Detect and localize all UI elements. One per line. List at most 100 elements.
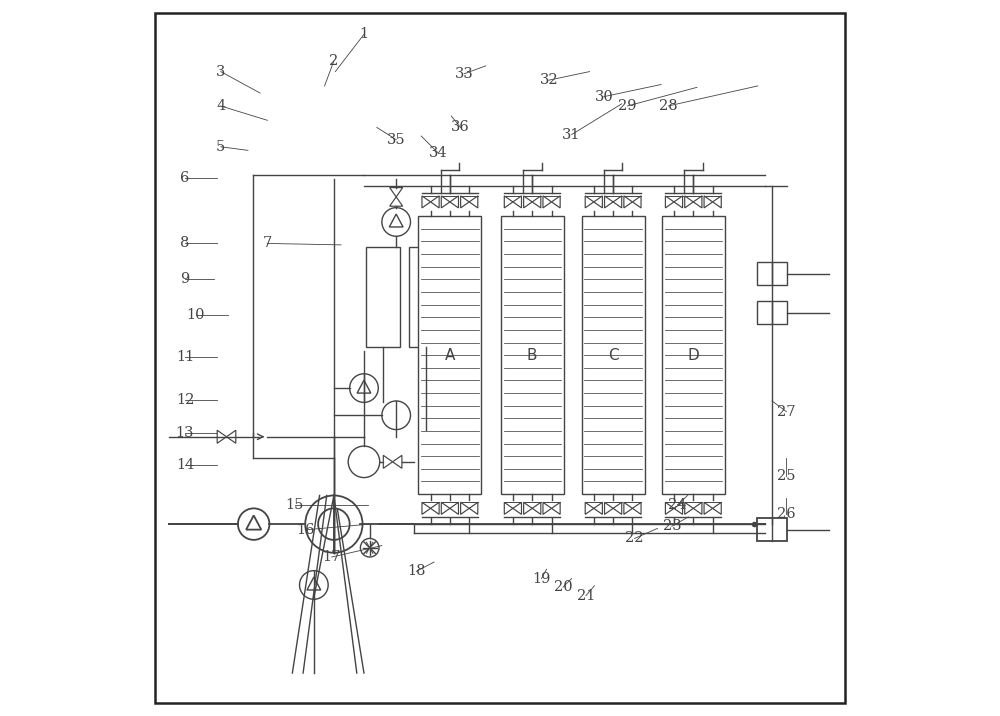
Text: 17: 17: [323, 550, 341, 564]
Polygon shape: [543, 196, 552, 208]
Bar: [662, 216, 725, 494]
Text: 1: 1: [359, 27, 369, 42]
Text: 32: 32: [539, 73, 558, 87]
Text: 12: 12: [176, 392, 194, 407]
Text: C: C: [608, 348, 618, 362]
Text: 14: 14: [176, 458, 194, 473]
Polygon shape: [713, 196, 721, 208]
Bar: [757, 518, 787, 541]
Polygon shape: [693, 503, 702, 514]
Text: 20: 20: [554, 580, 572, 594]
Text: 36: 36: [451, 120, 470, 135]
Polygon shape: [613, 196, 622, 208]
Polygon shape: [693, 196, 702, 208]
Circle shape: [348, 446, 380, 478]
Polygon shape: [441, 503, 450, 514]
Text: 19: 19: [532, 571, 551, 586]
Polygon shape: [665, 503, 674, 514]
Polygon shape: [504, 503, 513, 514]
Polygon shape: [469, 503, 478, 514]
Text: 11: 11: [176, 349, 194, 364]
Text: 9: 9: [180, 272, 190, 286]
Polygon shape: [217, 430, 226, 443]
Polygon shape: [532, 503, 541, 514]
Polygon shape: [461, 503, 469, 514]
Polygon shape: [552, 196, 560, 208]
Polygon shape: [513, 196, 521, 208]
Text: 3: 3: [216, 64, 225, 79]
Polygon shape: [390, 188, 403, 197]
Polygon shape: [441, 196, 450, 208]
Polygon shape: [552, 503, 560, 514]
Polygon shape: [524, 196, 532, 208]
Text: 23: 23: [663, 519, 681, 533]
Polygon shape: [632, 503, 641, 514]
Polygon shape: [704, 503, 713, 514]
Polygon shape: [585, 196, 594, 208]
Text: 15: 15: [285, 498, 304, 512]
Text: 34: 34: [428, 145, 447, 160]
Text: 26: 26: [777, 507, 796, 521]
Polygon shape: [624, 503, 632, 514]
Polygon shape: [594, 503, 602, 514]
Polygon shape: [469, 196, 478, 208]
Text: 13: 13: [176, 426, 194, 440]
Text: 7: 7: [263, 236, 272, 251]
Text: 2: 2: [329, 54, 339, 68]
Text: 5: 5: [216, 140, 225, 154]
Circle shape: [238, 508, 269, 540]
Polygon shape: [632, 196, 641, 208]
Polygon shape: [422, 196, 431, 208]
Polygon shape: [393, 455, 402, 468]
Circle shape: [305, 495, 363, 553]
Bar: [757, 301, 787, 324]
Text: 29: 29: [618, 99, 637, 113]
Text: 8: 8: [180, 236, 190, 251]
Polygon shape: [585, 503, 594, 514]
Polygon shape: [543, 503, 552, 514]
Text: 18: 18: [407, 564, 425, 579]
Polygon shape: [704, 196, 713, 208]
Text: 27: 27: [777, 405, 796, 419]
Bar: [409, 247, 443, 347]
Polygon shape: [624, 196, 632, 208]
Polygon shape: [422, 503, 431, 514]
Bar: [366, 247, 400, 347]
Polygon shape: [605, 503, 613, 514]
Polygon shape: [674, 196, 683, 208]
Bar: [582, 216, 645, 494]
Polygon shape: [504, 196, 513, 208]
Polygon shape: [450, 196, 458, 208]
Text: 10: 10: [186, 308, 205, 322]
Text: 22: 22: [625, 531, 644, 546]
Polygon shape: [461, 196, 469, 208]
Text: 4: 4: [216, 99, 225, 113]
Circle shape: [360, 538, 379, 557]
Bar: [418, 216, 481, 494]
Polygon shape: [674, 503, 683, 514]
Polygon shape: [390, 197, 403, 206]
Polygon shape: [513, 503, 521, 514]
Bar: [501, 216, 564, 494]
Polygon shape: [665, 196, 674, 208]
Polygon shape: [450, 503, 458, 514]
Text: 28: 28: [659, 99, 678, 113]
Polygon shape: [685, 503, 693, 514]
Text: 25: 25: [777, 469, 796, 483]
Polygon shape: [431, 503, 439, 514]
Polygon shape: [594, 196, 602, 208]
Text: 33: 33: [455, 67, 474, 81]
Circle shape: [382, 208, 410, 236]
Bar: [757, 262, 787, 285]
Text: D: D: [687, 348, 699, 362]
Text: 16: 16: [296, 523, 314, 537]
Text: 30: 30: [594, 90, 613, 104]
Text: 31: 31: [562, 127, 581, 142]
Circle shape: [300, 571, 328, 599]
Text: B: B: [527, 348, 537, 362]
Polygon shape: [613, 503, 622, 514]
Circle shape: [382, 401, 410, 430]
Polygon shape: [685, 196, 693, 208]
Circle shape: [350, 374, 378, 402]
Text: 6: 6: [180, 170, 190, 185]
